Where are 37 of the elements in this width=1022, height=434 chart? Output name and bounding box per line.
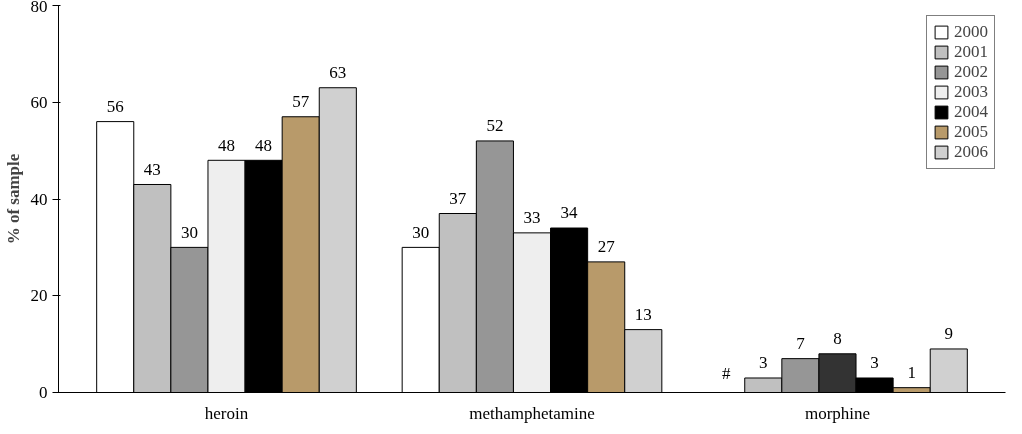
y-tick-label: 80	[30, 0, 48, 16]
data-label: 13	[634, 304, 652, 324]
legend-label: 2006	[954, 142, 988, 162]
data-label: 8	[833, 329, 842, 349]
data-label: 43	[143, 159, 161, 179]
data-label: 30	[412, 222, 430, 242]
data-label: 52	[486, 116, 504, 136]
y-tick-label: 20	[30, 286, 48, 306]
data-label: 3	[759, 353, 768, 373]
x-tick-label: heroin	[204, 403, 249, 423]
legend-label: 2000	[954, 22, 988, 42]
y-axis-title: % of sample	[3, 153, 23, 245]
legend-label: 2004	[954, 102, 988, 122]
data-label: 1	[907, 362, 916, 382]
data-label: 9	[944, 324, 954, 344]
legend-label: 2005	[954, 122, 988, 142]
data-label: 63	[329, 63, 347, 83]
data-label: 57	[292, 92, 310, 112]
y-tick-label: 40	[30, 189, 48, 209]
data-label: 7	[796, 333, 806, 353]
text: #	[721, 363, 731, 383]
data-label: 37	[449, 188, 467, 208]
legend-label: 2001	[954, 42, 988, 62]
data-label: 30	[180, 222, 198, 242]
data-label: 3	[870, 353, 879, 373]
data-label: 34	[560, 203, 579, 223]
x-tick-label: methamphetamine	[469, 403, 595, 423]
legend-label: 2003	[954, 82, 988, 102]
data-label: 27	[597, 237, 616, 257]
data-label: 48	[218, 135, 236, 155]
data-label: 56	[106, 96, 124, 116]
data-label: 33	[523, 208, 541, 228]
y-tick-label: 60	[30, 92, 48, 112]
data-label: 48	[255, 135, 273, 155]
y-tick-label: 0	[39, 383, 48, 402]
x-tick-label: morphine	[804, 403, 871, 423]
legend-label: 2002	[954, 62, 988, 82]
